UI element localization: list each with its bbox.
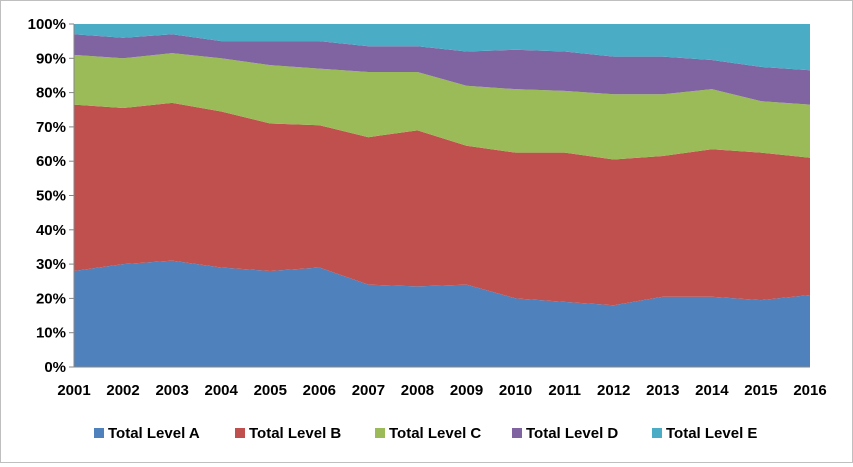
x-tick-label: 2003 [155, 382, 188, 399]
y-tick-label: 50% [36, 188, 66, 205]
x-tick-label: 2007 [352, 382, 385, 399]
area-total-level-e [74, 24, 810, 71]
x-tick-label: 2001 [57, 382, 90, 399]
legend-swatch [235, 428, 245, 438]
y-tick-label: 20% [36, 290, 66, 307]
legend-swatch [652, 428, 662, 438]
area-total-level-b [74, 102, 810, 306]
legend-swatch [375, 428, 385, 438]
y-tick-label: 100% [28, 16, 66, 33]
area-total-level-a [74, 260, 810, 367]
y-tick-label: 60% [36, 153, 66, 170]
x-tick-label: 2014 [695, 382, 729, 399]
x-tick-label: 2012 [597, 382, 630, 399]
x-tick-label: 2015 [744, 382, 777, 399]
y-tick-label: 70% [36, 119, 66, 136]
legend: Total Level A Total Level B Total Level C T… [94, 425, 757, 442]
x-tick-label: 2006 [303, 382, 336, 399]
legend-item-total-level-c: Total Level C [375, 425, 481, 442]
x-tick-label: 2008 [401, 382, 434, 399]
x-tick-label: 2004 [205, 382, 239, 399]
legend-item-total-level-e: Total Level E [652, 425, 757, 442]
legend-swatch [512, 428, 522, 438]
x-tick-label: 2002 [106, 382, 139, 399]
legend-item-total-level-a: Total Level A [94, 425, 200, 442]
x-tick-label: 2005 [254, 382, 287, 399]
area-total-level-d [74, 34, 810, 105]
legend-item-total-level-d: Total Level D [512, 425, 618, 442]
y-tick-label: 80% [36, 85, 66, 102]
x-tick-label: 2016 [793, 382, 826, 399]
y-tick-label: 40% [36, 222, 66, 239]
x-tick-label: 2011 [548, 382, 581, 399]
y-axis-tick-labels: 0% 10% 20% 30% 40% 50% 60% 70% 80% 90% 100% [28, 16, 66, 376]
x-tick-label: 2013 [646, 382, 679, 399]
legend-label: Total Level E [666, 425, 757, 442]
plot-areas [74, 24, 810, 367]
axes [69, 23, 810, 368]
legend-item-total-level-b: Total Level B [235, 425, 341, 442]
y-tick-label: 10% [36, 325, 66, 342]
area-total-level-c [74, 53, 810, 160]
legend-label: Total Level C [389, 425, 481, 442]
x-tick-label: 2010 [499, 382, 532, 399]
legend-label: Total Level A [108, 425, 200, 442]
y-tick-label: 0% [44, 359, 66, 376]
legend-label: Total Level B [249, 425, 341, 442]
y-tick-label: 30% [36, 256, 66, 273]
x-tick-label: 2009 [450, 382, 483, 399]
legend-label: Total Level D [526, 425, 618, 442]
y-tick-label: 90% [36, 50, 66, 67]
x-axis-tick-labels: 2001 2002 2003 2004 2005 2006 2007 2008 2009 2010… [57, 382, 826, 399]
legend-swatch [94, 428, 104, 438]
